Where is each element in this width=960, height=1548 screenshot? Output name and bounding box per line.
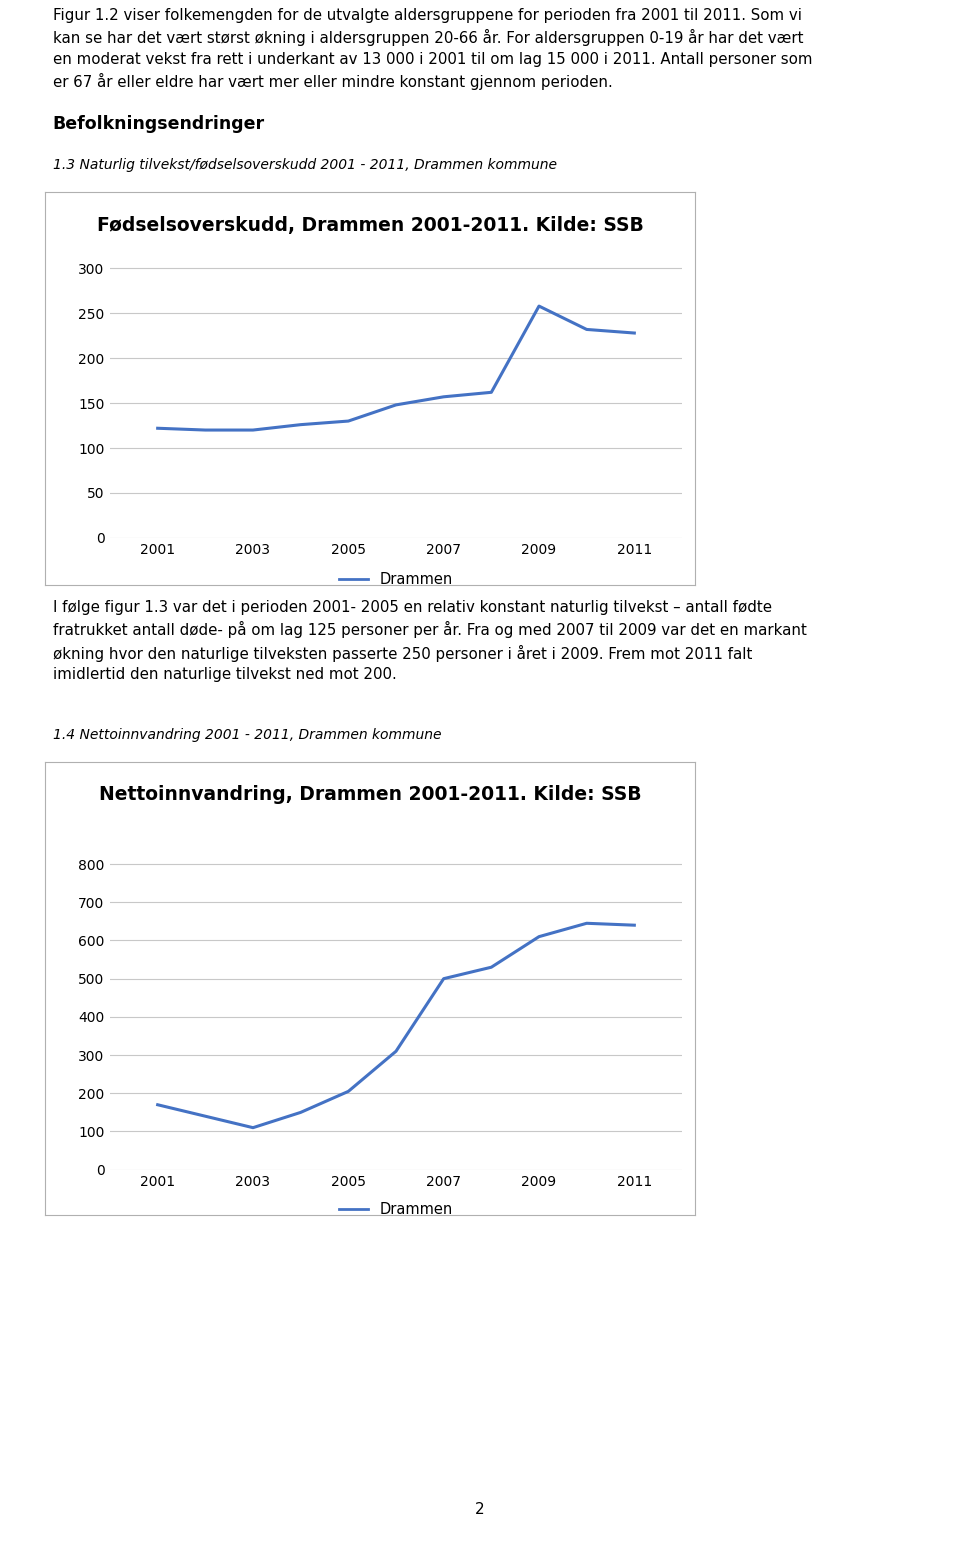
Text: Fødselsoverskudd, Drammen 2001-2011. Kilde: SSB: Fødselsoverskudd, Drammen 2001-2011. Kil…	[97, 215, 643, 235]
Text: Befolkningsendringer: Befolkningsendringer	[53, 115, 265, 133]
Legend: Drammen: Drammen	[333, 1197, 459, 1223]
Legend: Drammen: Drammen	[333, 567, 459, 593]
Text: I følge figur 1.3 var det i perioden 2001- 2005 en relativ konstant naturlig til: I følge figur 1.3 var det i perioden 200…	[53, 601, 806, 683]
Text: 2: 2	[475, 1503, 485, 1517]
Text: 1.3 Naturlig tilvekst/fødselsoverskudd 2001 - 2011, Drammen kommune: 1.3 Naturlig tilvekst/fødselsoverskudd 2…	[53, 158, 557, 172]
Text: 1.4 Nettoinnvandring 2001 - 2011, Drammen kommune: 1.4 Nettoinnvandring 2001 - 2011, Dramme…	[53, 728, 442, 741]
Text: Nettoinnvandring, Drammen 2001-2011. Kilde: SSB: Nettoinnvandring, Drammen 2001-2011. Kil…	[99, 785, 641, 803]
Text: Figur 1.2 viser folkemengden for de utvalgte aldersgruppene for perioden fra 200: Figur 1.2 viser folkemengden for de utva…	[53, 8, 812, 90]
